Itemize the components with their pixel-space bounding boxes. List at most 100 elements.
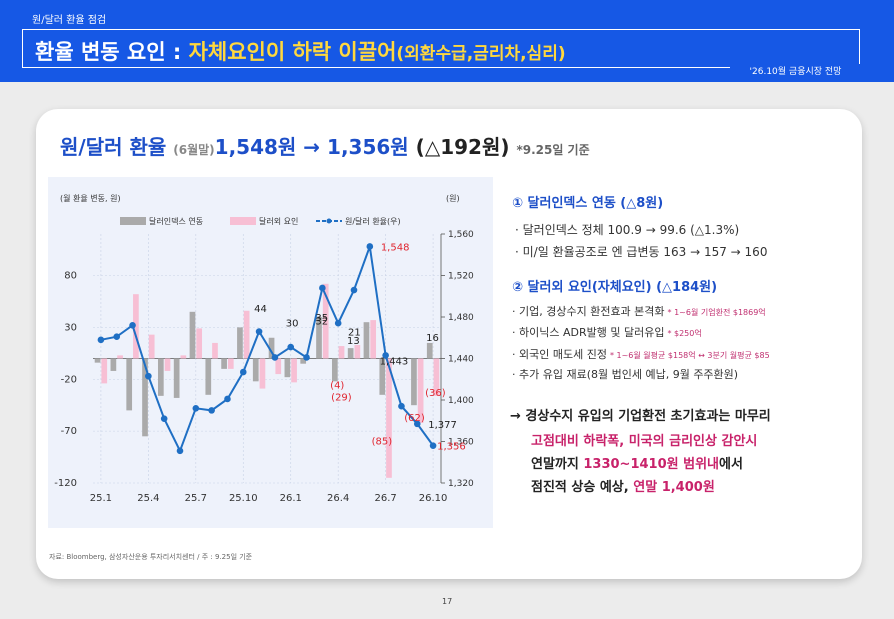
bar-non-dollar-factor [148, 334, 155, 359]
bar-dollar-index [110, 358, 117, 371]
x-tick-label: 25.1 [90, 493, 112, 504]
line-point [271, 354, 279, 361]
annotation-label: 1,377 [428, 420, 457, 431]
title-frame [22, 29, 860, 68]
right-axis-title: (원) [446, 194, 460, 203]
legend-label: 달러외 요인 [259, 216, 298, 226]
bar-dollar-index [300, 358, 307, 364]
line-point [113, 333, 121, 341]
conclusion-target: 연말 1,400원 [633, 480, 715, 495]
line-krw-usd [100, 246, 434, 454]
bar-non-dollar-factor [196, 328, 203, 359]
conclusion-text: 연말까지 [531, 457, 584, 472]
line-point [350, 286, 358, 294]
bar-non-dollar-factor [243, 310, 250, 359]
annotation-label: (85) [372, 437, 393, 448]
annotation-label: 16 [426, 333, 439, 344]
page-title: 환율 변동 요인 : 자체요인이 하락 이끌어(외환수급,금리차,심리) [35, 36, 566, 66]
line-point [398, 402, 405, 410]
line-point [224, 395, 231, 403]
bar-non-dollar-factor [338, 346, 345, 359]
bar-dollar-index [189, 311, 196, 359]
annotation-label: 1,548 [381, 242, 410, 253]
bar-non-dollar-factor [275, 358, 282, 375]
line-point [97, 336, 105, 344]
bullet-note: * 1~6월 월평균 $158억 ↔ 3분기 월평균 $85 [609, 351, 770, 360]
right-tick-label: 1,320 [448, 479, 474, 489]
bar-non-dollar-factor [386, 358, 392, 478]
headline-arrow: → [303, 135, 321, 159]
bullet-text: · 기업, 경상수지 환전효과 본격화 [512, 305, 665, 318]
bullet-text: · 외국인 매도세 진정 [512, 348, 607, 361]
bar-non-dollar-factor [180, 355, 187, 359]
bullet-note: * 1~6월 기업환전 $1869억 [667, 308, 766, 317]
legend-swatch-dollar-index [120, 217, 146, 225]
line-point [287, 343, 295, 351]
legend-label: 달러인덱스 연동 [149, 216, 203, 226]
bar-non-dollar-factor [370, 320, 377, 359]
header-eyebrow: 원/달러 환율 점검 [32, 15, 107, 26]
line-point [160, 415, 168, 422]
left-tick-label: 80 [64, 271, 77, 282]
bar-non-dollar-factor [433, 358, 440, 396]
bar-dollar-index [379, 358, 386, 395]
bullet-text: · 하이닉스 ADR발행 및 달러유입 [512, 326, 665, 339]
legend-label: 원/달러 환율(우) [345, 216, 401, 226]
header-tag: '26.10월 금융시장 전망 [730, 64, 861, 80]
bar-non-dollar-factor [322, 283, 329, 359]
bar-non-dollar-factor [133, 294, 139, 359]
bar-dollar-index [142, 358, 148, 437]
headline-period: (6월말) [173, 143, 215, 157]
title-highlight: 자체요인이 하락 이끌어 [188, 40, 397, 64]
line-point [303, 354, 310, 361]
headline-to: 1,356원 [327, 135, 409, 159]
bar-dollar-index [157, 358, 164, 396]
line-point [366, 243, 374, 250]
right-tick-label: 1,560 [448, 230, 474, 240]
bar-dollar-index [252, 358, 259, 382]
bullet-note: * $250억 [667, 329, 702, 338]
line-point [176, 447, 184, 455]
bar-non-dollar-factor [354, 345, 361, 359]
annotation-label: 21 [348, 328, 361, 339]
title-sub: (외환수급,금리차,심리) [396, 44, 566, 64]
bar-non-dollar-factor [227, 358, 234, 369]
line-point [382, 352, 389, 359]
bar-dollar-index [268, 337, 275, 359]
right-tick-label: 1,360 [448, 438, 474, 448]
annotation-label: (62) [404, 413, 425, 424]
line-point [319, 284, 326, 292]
left-tick-label: -70 [61, 426, 77, 437]
line-point [334, 319, 342, 327]
right-tick-label: 1,480 [448, 313, 474, 323]
annotation-label: (4) [330, 381, 344, 392]
source-note: 자료: Bloomberg, 삼성자산운용 투자리서치센터 / 주 : 9.25… [49, 553, 253, 561]
headline-change: (△192원) [415, 135, 510, 159]
bar-non-dollar-factor [291, 358, 297, 383]
line-point [429, 442, 437, 449]
conclusion-text: 점진적 상승 예상, [531, 480, 634, 495]
annotation-label: 44 [254, 304, 267, 315]
annotation-label: 32 [315, 316, 328, 327]
headline-note: *9.25일 기준 [516, 143, 590, 157]
bar-dollar-index [331, 358, 338, 382]
annotation-label: 35 [315, 313, 328, 324]
left-tick-label: -120 [54, 478, 77, 489]
bar-dollar-index [237, 327, 243, 359]
line-point [255, 328, 263, 335]
annotation-label: 13 [347, 336, 360, 347]
annotation-label: 1,443 [380, 356, 409, 367]
bar-non-dollar-factor [212, 342, 218, 359]
bar-dollar-index [126, 358, 133, 411]
x-tick-label: 25.4 [137, 493, 159, 504]
conclusion-range: 1330~1410원 범위내 [583, 457, 719, 472]
right-tick-label: 1,440 [448, 355, 474, 365]
x-tick-label: 25.7 [185, 493, 207, 504]
page-number: 17 [442, 597, 453, 606]
headline-from: 1,548원 [214, 135, 297, 159]
line-point [239, 368, 247, 376]
bar-dollar-index [221, 358, 227, 369]
bar-non-dollar-factor [117, 355, 123, 359]
section-1-bullet: · 미/일 환율공조로 엔 급변동 163 → 157 → 160 [515, 245, 768, 259]
bar-dollar-index [284, 358, 291, 378]
